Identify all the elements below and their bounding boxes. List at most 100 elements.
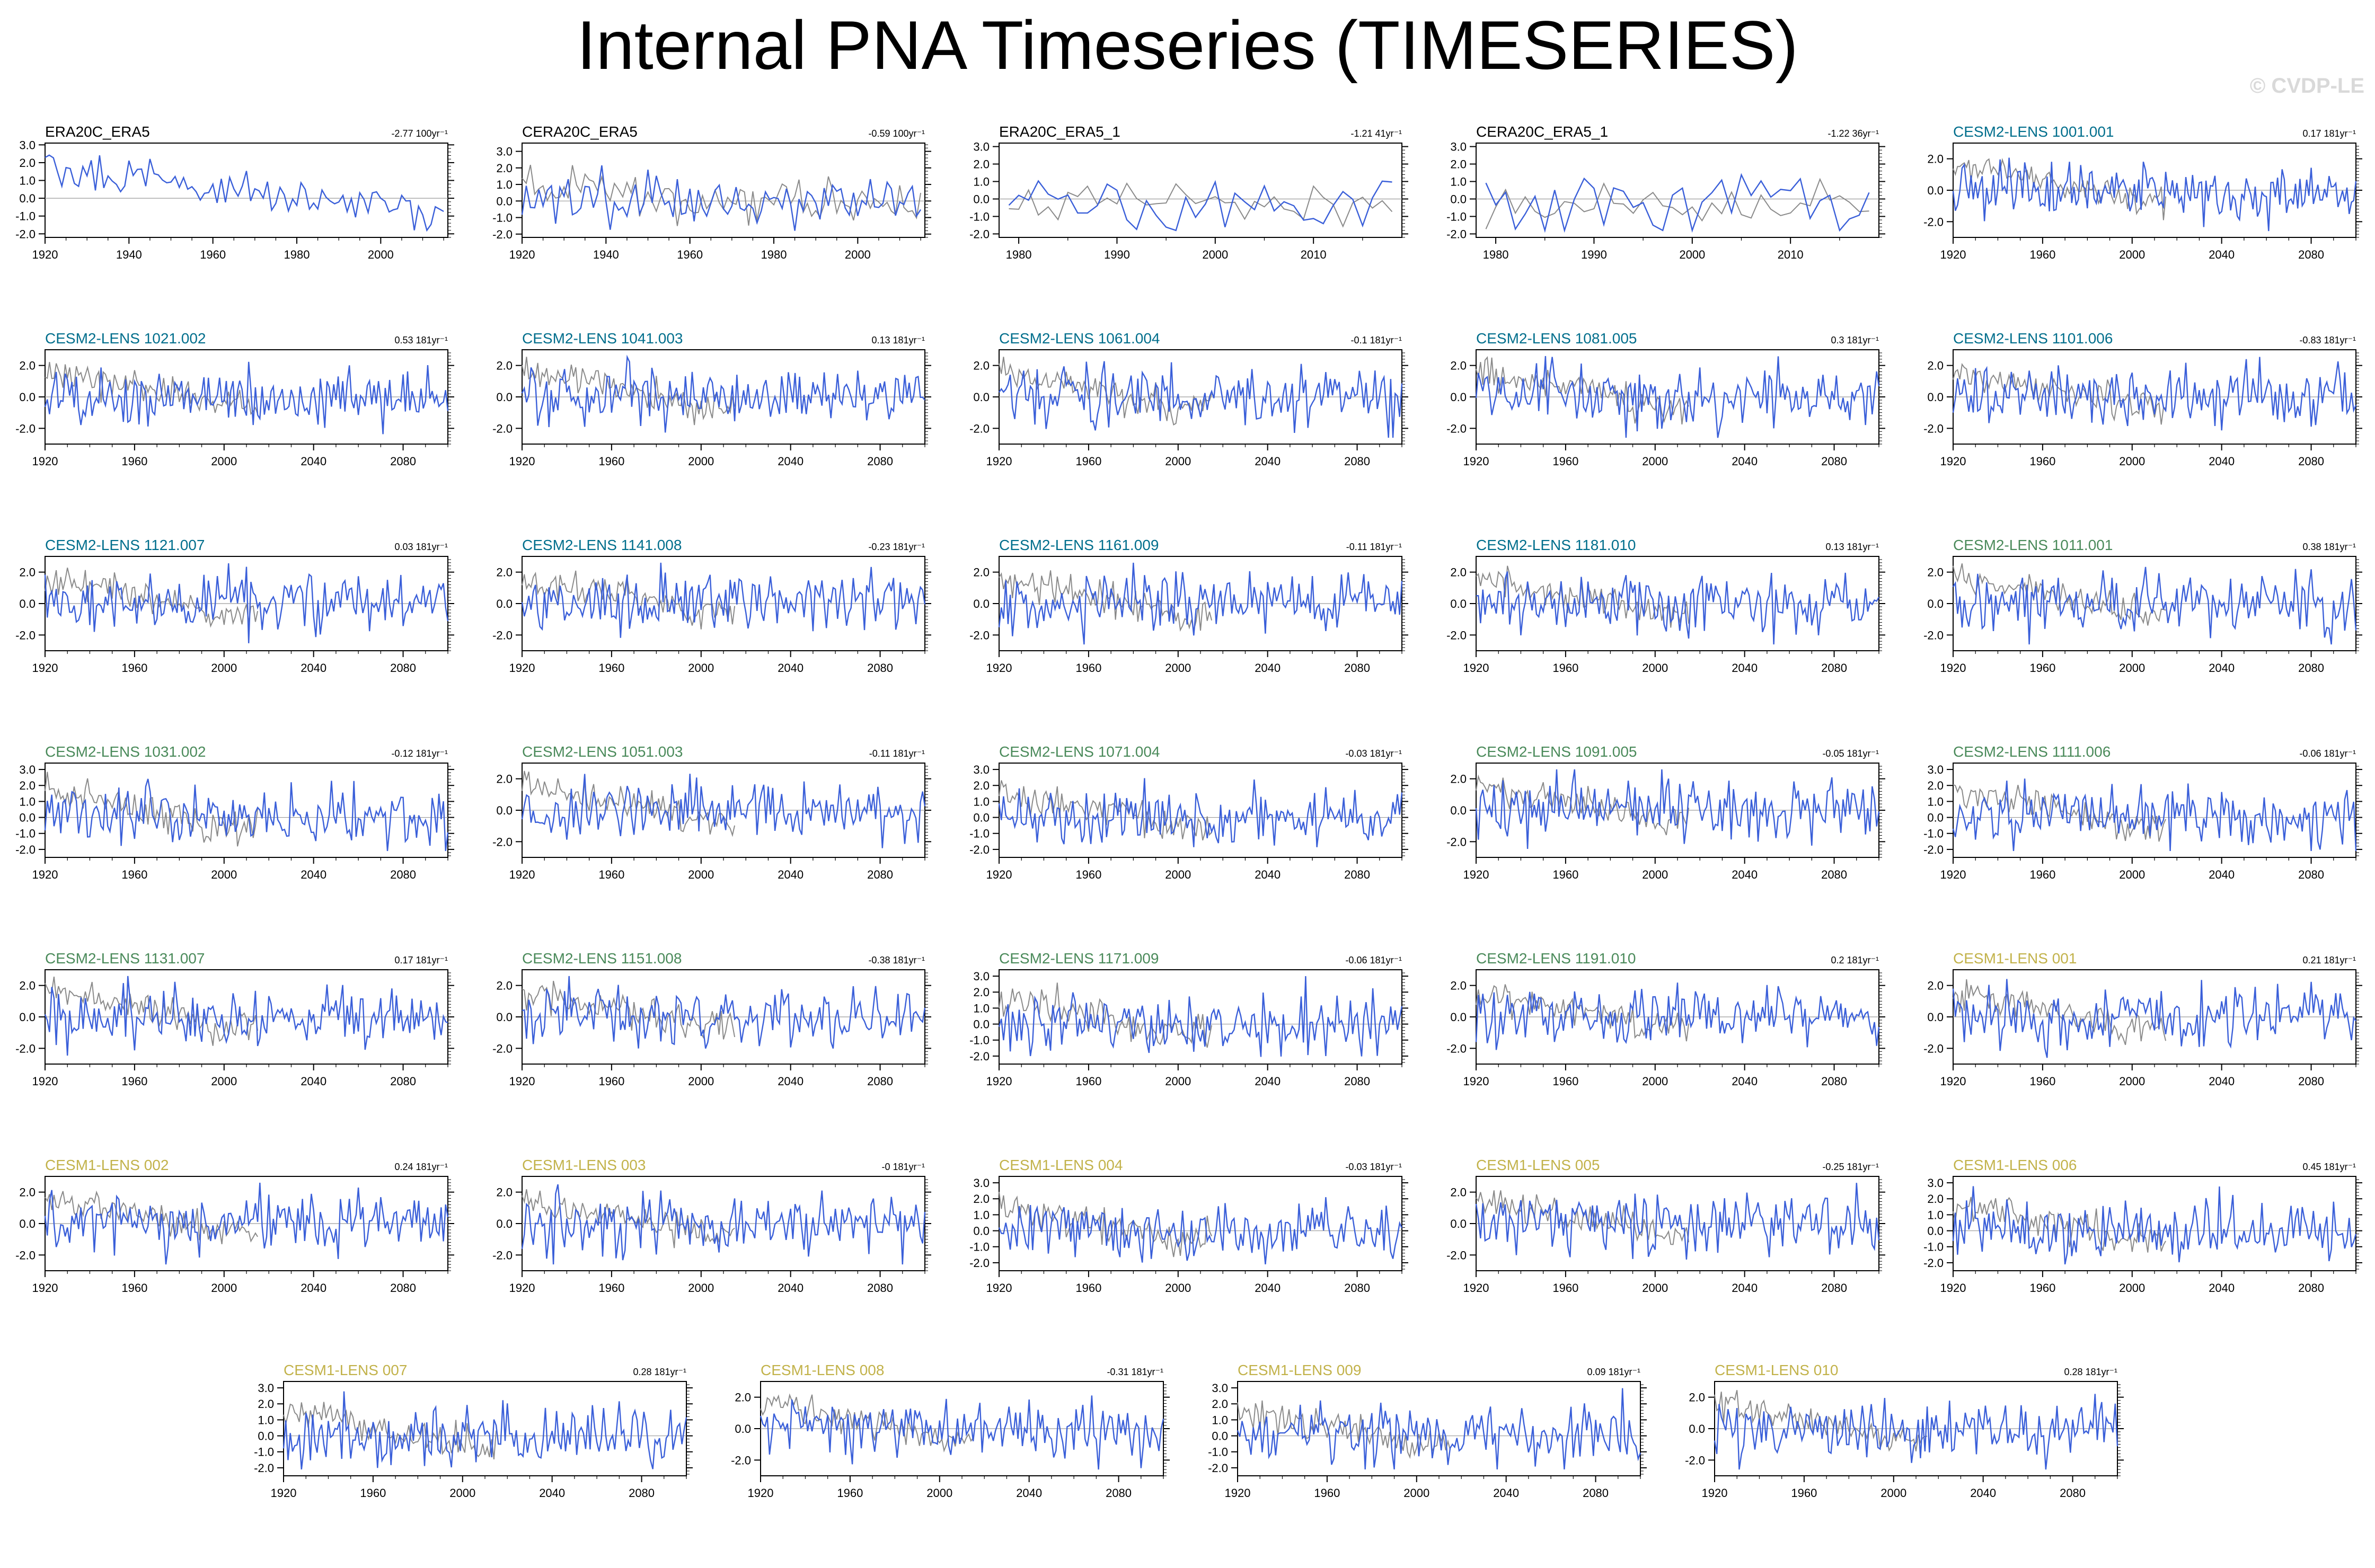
panel-title: CESM1-LENS 008	[761, 1362, 884, 1378]
x-tick-label: 1960	[598, 661, 624, 675]
x-tick-label: 2040	[539, 1486, 565, 1500]
trend-label: -0.06 181yr⁻¹	[2299, 748, 2356, 759]
series-line-observed	[522, 164, 922, 226]
x-tick-label: 2040	[2209, 1075, 2235, 1088]
panel-title: CESM2-LENS 1031.002	[45, 743, 206, 760]
x-tick-label: 1990	[1104, 248, 1130, 261]
y-tick-label: 3.0	[19, 763, 36, 776]
series-line-observed	[1953, 784, 2167, 842]
y-tick-label: 2.0	[496, 359, 513, 373]
panel-title: ERA20C_ERA5_1	[999, 123, 1120, 140]
series-line-model	[998, 778, 1403, 847]
y-tick-label: 1.0	[496, 178, 513, 191]
y-tick-label: 3.0	[973, 1176, 990, 1190]
x-tick-label: 2000	[845, 248, 871, 261]
chart-panel-13: CESM2-LENS 1161.009 -0.11 181yr⁻¹ 1920 1960…	[969, 537, 1408, 675]
page-title: Internal PNA Timeseries (TIMESERIES)	[577, 6, 1798, 84]
y-tick-label: 0.0	[496, 804, 513, 817]
y-tick-label: -2.0	[1923, 215, 1944, 228]
x-tick-label: 1960	[598, 868, 624, 881]
x-tick-label: 2040	[1970, 1486, 1996, 1500]
x-tick-label: 1960	[1314, 1486, 1340, 1500]
plot-frame	[1476, 143, 1879, 238]
panel-title: CESM2-LENS 1101.006	[1953, 330, 2113, 347]
x-tick-label: 1960	[121, 661, 147, 675]
series-line-model	[44, 361, 449, 435]
trend-label: 0.28 181yr⁻¹	[633, 1367, 686, 1377]
x-tick-label: 1960	[200, 248, 226, 261]
y-tick-label: -2.0	[1923, 628, 1944, 642]
x-tick-label: 1920	[1940, 1075, 1966, 1088]
x-tick-label: 1920	[1940, 455, 1966, 468]
x-tick-label: 2080	[1344, 661, 1370, 675]
chart-panel-24: CESM2-LENS 1191.010 0.2 181yr⁻¹ 1920 1960 20…	[1446, 950, 1885, 1088]
trend-label: 0.3 181yr⁻¹	[1831, 335, 1879, 346]
y-tick-label: 2.0	[19, 156, 36, 170]
x-tick-label: 2040	[778, 1075, 804, 1088]
x-tick-label: 1990	[1581, 248, 1607, 261]
series-line-model	[998, 361, 1403, 438]
x-tick-label: 2000	[688, 868, 714, 881]
y-tick-label: -2.0	[492, 628, 513, 642]
series-line-model	[1952, 566, 2357, 645]
x-tick-label: 1960	[1075, 868, 1101, 881]
series-line-model	[1714, 1394, 2118, 1470]
trend-label: 0.03 181yr⁻¹	[394, 542, 448, 552]
series-line-model	[44, 778, 449, 852]
x-tick-label: 1960	[1075, 1075, 1101, 1088]
chart-panel-22: CESM2-LENS 1151.008 -0.38 181yr⁻¹ 1920 1960…	[492, 950, 931, 1088]
x-tick-label: 2040	[301, 1075, 326, 1088]
series-line-observed	[1237, 1400, 1451, 1459]
y-tick-label: -2.0	[492, 228, 513, 241]
y-tick-label: 0.0	[1927, 1225, 1944, 1238]
x-tick-label: 2080	[1821, 1281, 1847, 1295]
y-tick-label: 0.0	[1927, 811, 1944, 825]
trend-label: 0.45 181yr⁻¹	[2302, 1162, 2356, 1172]
x-tick-label: 2040	[2209, 455, 2235, 468]
series-line-model	[1475, 356, 1880, 438]
x-tick-label: 1920	[1463, 868, 1489, 881]
chart-panel-29: CESM1-LENS 005 -0.25 181yr⁻¹ 1920 1960 2000 2…	[1446, 1157, 1885, 1295]
x-tick-label: 2040	[1255, 1075, 1281, 1088]
x-tick-label: 2000	[688, 455, 714, 468]
y-tick-label: 2.0	[19, 566, 36, 579]
y-tick-label: -1.0	[15, 210, 36, 223]
panel-title: CESM1-LENS 004	[999, 1157, 1123, 1173]
x-tick-label: 1920	[986, 455, 1012, 468]
x-tick-label: 2000	[2119, 661, 2145, 675]
chart-panel-17: CESM2-LENS 1051.003 -0.11 181yr⁻¹ 1920 1960…	[492, 743, 931, 881]
series-line-observed	[999, 357, 1213, 426]
series-line-observed	[999, 982, 1213, 1048]
x-tick-label: 2000	[1642, 1075, 1668, 1088]
y-tick-label: 2.0	[1212, 1397, 1228, 1411]
series-line-model	[521, 1184, 926, 1265]
y-tick-label: 0.0	[973, 192, 990, 206]
series-line-observed	[522, 357, 736, 426]
chart-panel-27: CESM1-LENS 003 -0 181yr⁻¹ 1920 1960 2000 2040…	[492, 1157, 931, 1295]
y-tick-label: -1.0	[969, 1034, 990, 1047]
y-tick-label: 2.0	[1450, 773, 1467, 786]
x-tick-label: 2000	[2119, 868, 2145, 881]
y-tick-label: -2.0	[1923, 1042, 1944, 1055]
x-tick-label: 1920	[509, 248, 535, 261]
x-tick-label: 1960	[677, 248, 703, 261]
x-tick-label: 2000	[1642, 661, 1668, 675]
x-tick-label: 1960	[598, 455, 624, 468]
y-tick-label: -2.0	[15, 628, 36, 642]
y-tick-label: -2.0	[969, 422, 990, 435]
panel-title: CESM2-LENS 1171.009	[999, 950, 1159, 967]
panel-title: CESM1-LENS 005	[1476, 1157, 1600, 1173]
panel-title: CESM2-LENS 1051.003	[522, 743, 683, 760]
series-line-model	[521, 774, 926, 848]
panel-title: CESM1-LENS 006	[1953, 1157, 2077, 1173]
series-line-observed	[522, 570, 736, 630]
series-line-model	[1237, 1388, 1641, 1470]
y-tick-label: 0.0	[1927, 1011, 1944, 1024]
y-tick-label: -2.0	[1446, 835, 1467, 848]
chart-panel-3: ERA20C_ERA5_1 -1.21 41yr⁻¹ 1980 1990 2000 201…	[969, 123, 1408, 261]
y-tick-label: 0.0	[1927, 391, 1944, 404]
series-line-model	[1952, 357, 2357, 431]
x-tick-label: 1960	[121, 1075, 147, 1088]
y-tick-label: 0.0	[1450, 804, 1467, 817]
y-tick-label: 2.0	[1450, 566, 1467, 579]
